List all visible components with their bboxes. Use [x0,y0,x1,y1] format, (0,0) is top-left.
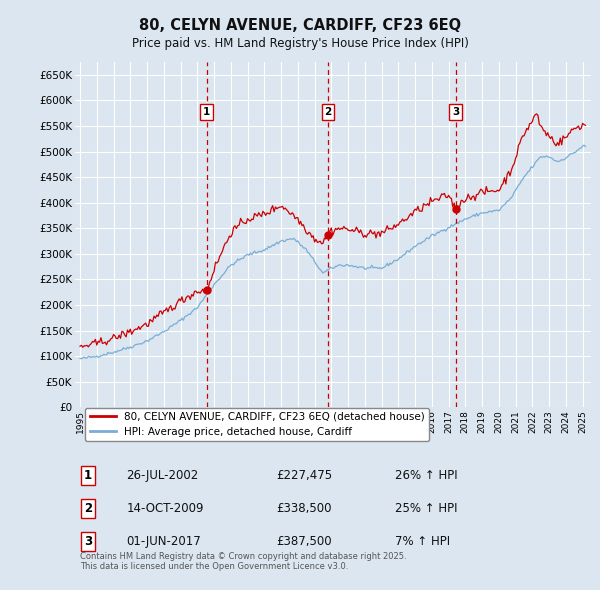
Text: Contains HM Land Registry data © Crown copyright and database right 2025.
This d: Contains HM Land Registry data © Crown c… [80,552,407,571]
Text: 3: 3 [84,535,92,548]
Text: 2: 2 [84,502,92,515]
Text: 14-OCT-2009: 14-OCT-2009 [127,502,204,515]
Legend: 80, CELYN AVENUE, CARDIFF, CF23 6EQ (detached house), HPI: Average price, detach: 80, CELYN AVENUE, CARDIFF, CF23 6EQ (det… [85,408,429,441]
Text: 2: 2 [324,107,331,117]
Text: 01-JUN-2017: 01-JUN-2017 [127,535,202,548]
Text: £338,500: £338,500 [276,502,332,515]
Text: £387,500: £387,500 [276,535,332,548]
Text: 1: 1 [84,469,92,482]
Text: 25% ↑ HPI: 25% ↑ HPI [395,502,457,515]
Text: Price paid vs. HM Land Registry's House Price Index (HPI): Price paid vs. HM Land Registry's House … [131,37,469,50]
Text: 80, CELYN AVENUE, CARDIFF, CF23 6EQ: 80, CELYN AVENUE, CARDIFF, CF23 6EQ [139,18,461,33]
Text: 7% ↑ HPI: 7% ↑ HPI [395,535,450,548]
Text: £227,475: £227,475 [276,469,332,482]
Text: 1: 1 [203,107,210,117]
Text: 3: 3 [452,107,459,117]
Text: 26-JUL-2002: 26-JUL-2002 [127,469,199,482]
Text: 26% ↑ HPI: 26% ↑ HPI [395,469,458,482]
